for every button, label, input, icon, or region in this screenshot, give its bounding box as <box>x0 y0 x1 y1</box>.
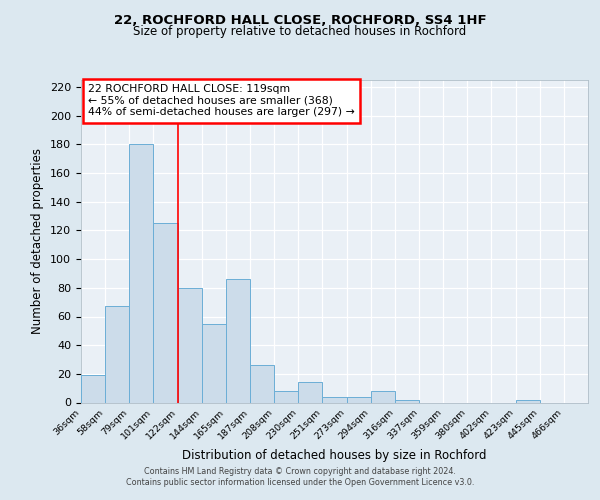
Bar <box>371 391 395 402</box>
X-axis label: Distribution of detached houses by size in Rochford: Distribution of detached houses by size … <box>182 450 487 462</box>
Bar <box>250 365 274 403</box>
Bar <box>395 400 419 402</box>
Bar <box>347 397 371 402</box>
Bar <box>81 376 105 402</box>
Bar <box>202 324 226 402</box>
Bar <box>298 382 322 402</box>
Bar <box>274 391 298 402</box>
Y-axis label: Number of detached properties: Number of detached properties <box>31 148 44 334</box>
Bar <box>178 288 202 403</box>
Text: Size of property relative to detached houses in Rochford: Size of property relative to detached ho… <box>133 25 467 38</box>
Bar <box>154 224 178 402</box>
Text: 22 ROCHFORD HALL CLOSE: 119sqm
← 55% of detached houses are smaller (368)
44% of: 22 ROCHFORD HALL CLOSE: 119sqm ← 55% of … <box>88 84 355 117</box>
Bar <box>105 306 129 402</box>
Bar <box>129 144 154 402</box>
Bar <box>515 400 540 402</box>
Bar <box>322 397 347 402</box>
Text: Contains public sector information licensed under the Open Government Licence v3: Contains public sector information licen… <box>126 478 474 487</box>
Text: Contains HM Land Registry data © Crown copyright and database right 2024.: Contains HM Land Registry data © Crown c… <box>144 467 456 476</box>
Text: 22, ROCHFORD HALL CLOSE, ROCHFORD, SS4 1HF: 22, ROCHFORD HALL CLOSE, ROCHFORD, SS4 1… <box>113 14 487 27</box>
Bar <box>226 279 250 402</box>
